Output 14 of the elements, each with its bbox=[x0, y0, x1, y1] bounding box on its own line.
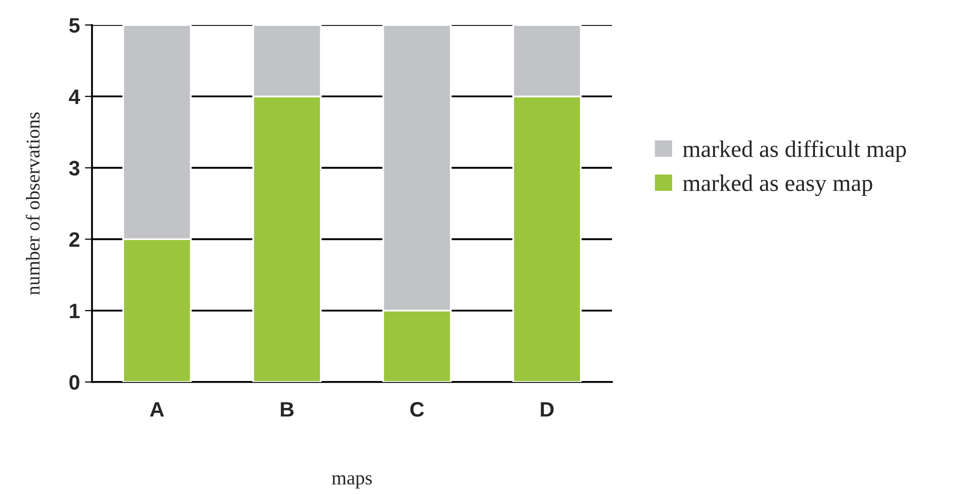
x-tick-label: A bbox=[150, 402, 164, 417]
y-tick-label: 0 bbox=[69, 375, 80, 390]
legend-label: marked as difficult map bbox=[682, 140, 906, 162]
y-tick-label: 2 bbox=[69, 232, 80, 247]
x-tick-label: B bbox=[280, 402, 294, 417]
y-tick-label: 3 bbox=[69, 160, 80, 176]
x-tick-label: D bbox=[540, 402, 554, 417]
y-axis-title: number of observations bbox=[26, 112, 40, 295]
legend-label: marked as easy map bbox=[682, 174, 872, 196]
x-tick-label: C bbox=[410, 402, 424, 417]
y-tick-label: 5 bbox=[69, 18, 80, 33]
x-axis-title: maps bbox=[332, 475, 372, 488]
y-tick-label: 1 bbox=[70, 304, 80, 318]
y-tick-label: 4 bbox=[68, 90, 80, 104]
